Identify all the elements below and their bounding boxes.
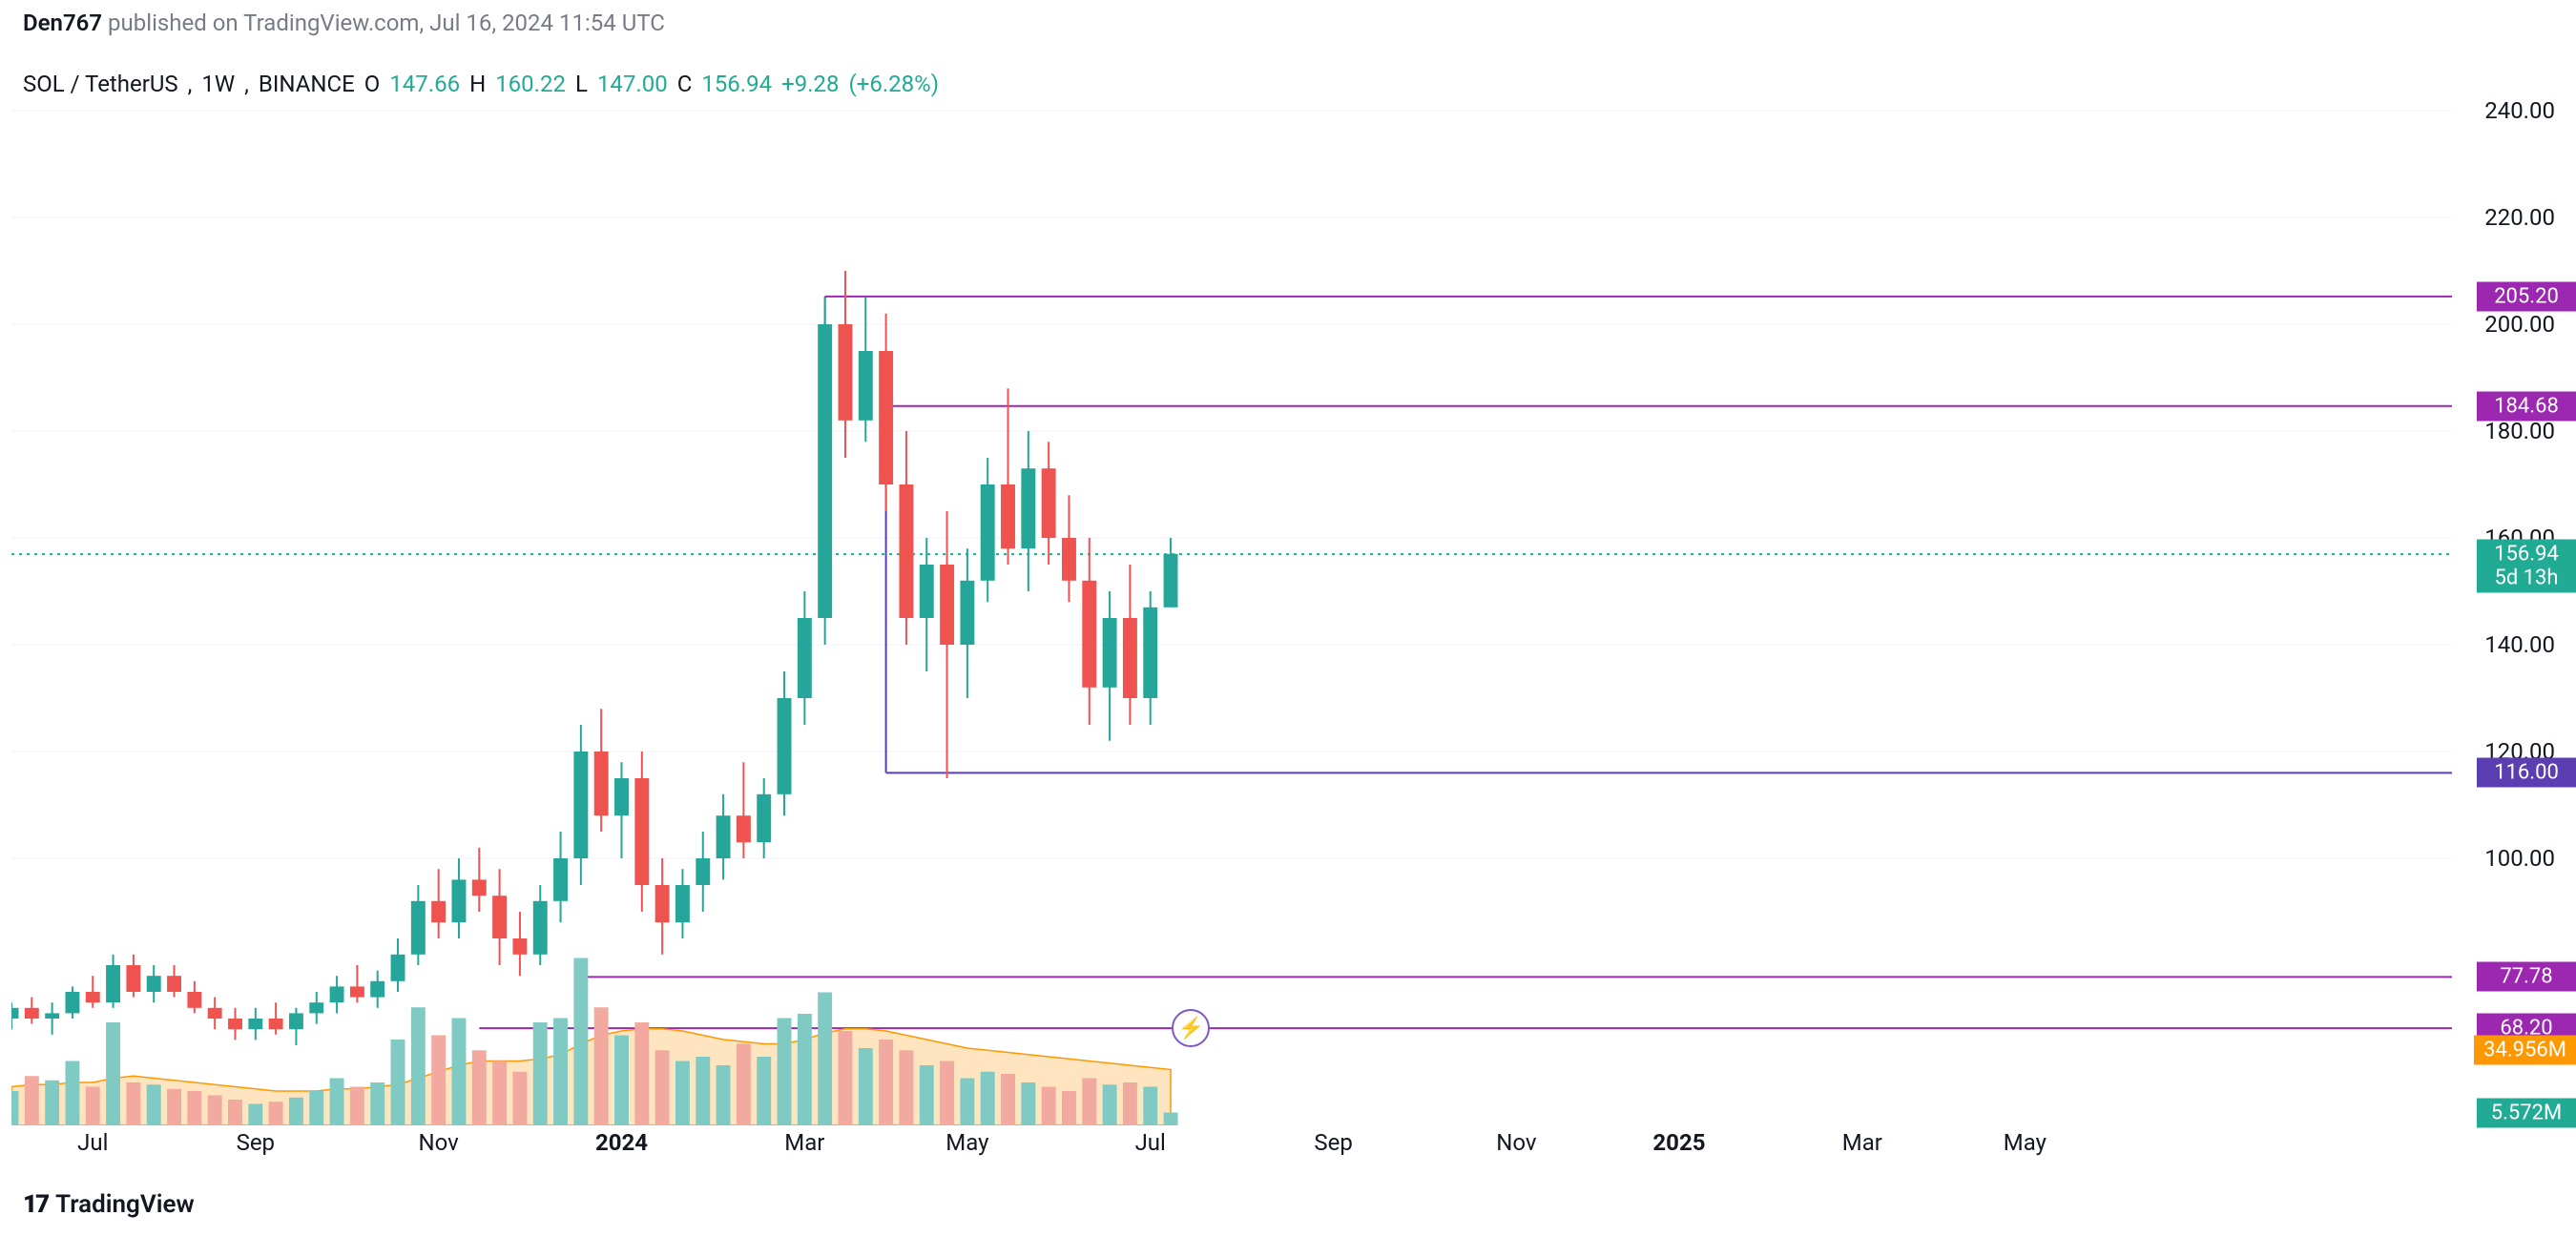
y-axis-tick: 200.00 xyxy=(2484,311,2555,338)
chart-canvas[interactable] xyxy=(11,57,2452,1125)
y-axis-tick: 180.00 xyxy=(2484,418,2555,444)
x-axis-tick: 2024 xyxy=(595,1129,648,1156)
x-axis-tick: May xyxy=(945,1129,988,1156)
volume-tag: 5.572M xyxy=(2477,1099,2576,1128)
x-axis-tick: Jul xyxy=(1135,1129,1166,1156)
price-tag: 184.68 xyxy=(2477,391,2576,421)
x-axis-tick: Sep xyxy=(237,1129,275,1156)
x-axis-tick: Jul xyxy=(77,1129,108,1156)
y-axis-tick: 240.00 xyxy=(2484,97,2555,124)
x-axis-tick: Mar xyxy=(1842,1129,1882,1156)
price-axis[interactable]: 100.00120.00140.00160.00180.00200.00220.… xyxy=(2452,57,2576,1125)
x-axis-tick: 2025 xyxy=(1652,1129,1705,1156)
publish-header: Den767 published on TradingView.com, Jul… xyxy=(23,10,665,36)
price-tag: 205.20 xyxy=(2477,281,2576,311)
y-axis-tick: 100.00 xyxy=(2484,845,2555,872)
volume-tag: 34.956M xyxy=(2474,1036,2576,1065)
time-axis[interactable]: Jul Sep Nov 2024 Mar May Jul Sep Nov 2025 Mar May xyxy=(11,1129,2452,1167)
tradingview-logo-icon: 17 xyxy=(23,1190,48,1219)
x-axis-tick: Nov xyxy=(1496,1129,1536,1156)
chart-svg xyxy=(11,57,2452,1125)
x-axis-tick: Sep xyxy=(1314,1129,1352,1156)
x-axis-tick: Mar xyxy=(784,1129,824,1156)
x-axis-tick: Nov xyxy=(419,1129,459,1156)
y-axis-tick: 220.00 xyxy=(2484,204,2555,231)
price-tag: 77.78 xyxy=(2477,962,2576,992)
attribution[interactable]: 17 TradingView xyxy=(23,1190,195,1219)
x-axis-tick: May xyxy=(2004,1129,2046,1156)
y-axis-tick: 140.00 xyxy=(2484,631,2555,658)
price-tag: 5d 13h xyxy=(2477,564,2576,593)
price-tag: 116.00 xyxy=(2477,758,2576,788)
